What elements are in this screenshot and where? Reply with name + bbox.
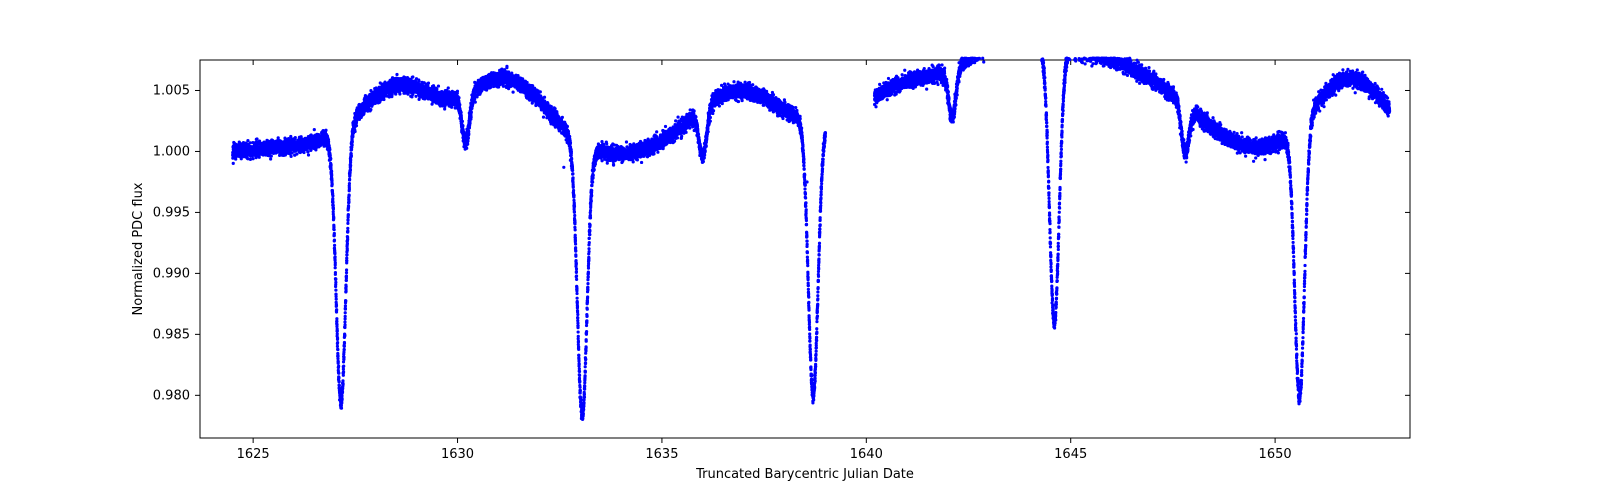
- y-tick-label: 0.980: [153, 388, 190, 403]
- y-tick-label: 1.000: [153, 144, 190, 159]
- y-tick-label: 0.995: [153, 205, 190, 220]
- y-tick-label: 0.985: [153, 327, 190, 342]
- x-tick-label: 1625: [237, 447, 270, 462]
- x-tick-label: 1640: [850, 447, 883, 462]
- x-tick-label: 1635: [645, 447, 678, 462]
- lightcurve-chart: 1625 1630 1635 1640 1645 1650 0.980 0.985 0.990…: [0, 0, 1600, 500]
- y-tick-label: 1.005: [153, 83, 190, 98]
- x-tick-label: 1645: [1054, 447, 1087, 462]
- chart-container: 1625 1630 1635 1640 1645 1650 0.980 0.985 0.990…: [0, 0, 1600, 500]
- x-tick-label: 1630: [441, 447, 474, 462]
- x-axis-label: Truncated Barycentric Julian Date: [695, 467, 914, 482]
- y-axis-label: Normalized PDC flux: [131, 182, 146, 315]
- x-tick-label: 1650: [1259, 447, 1292, 462]
- y-tick-label: 0.990: [153, 266, 190, 281]
